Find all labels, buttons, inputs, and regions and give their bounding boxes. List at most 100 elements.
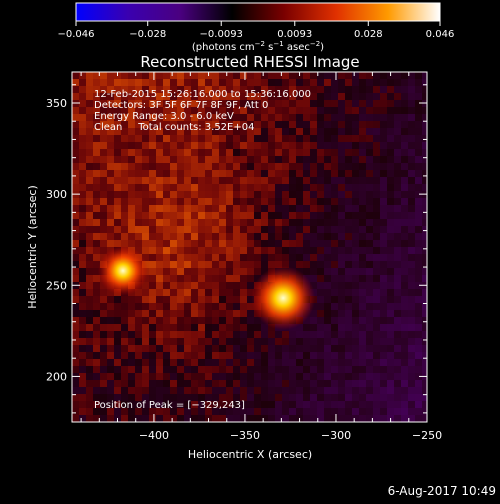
heatmap-pixel xyxy=(184,408,191,415)
heatmap-pixel xyxy=(310,170,317,177)
heatmap-pixel xyxy=(191,205,198,212)
heatmap-pixel xyxy=(149,93,156,100)
heatmap-pixel xyxy=(205,191,212,198)
heatmap-pixel xyxy=(394,296,401,303)
heatmap-pixel xyxy=(114,219,121,226)
heatmap-pixel xyxy=(387,296,394,303)
heatmap-pixel xyxy=(408,191,415,198)
heatmap-pixel xyxy=(79,268,86,275)
heatmap-pixel xyxy=(240,310,247,317)
heatmap-pixel xyxy=(121,387,128,394)
heatmap-pixel xyxy=(149,324,156,331)
heatmap-pixel xyxy=(331,317,338,324)
heatmap-pixel xyxy=(184,387,191,394)
heatmap-pixel xyxy=(408,261,415,268)
heatmap-pixel xyxy=(107,387,114,394)
heatmap-pixel xyxy=(156,135,163,142)
heatmap-pixel xyxy=(415,261,422,268)
heatmap-pixel xyxy=(233,212,240,219)
heatmap-pixel xyxy=(114,296,121,303)
heatmap-pixel xyxy=(387,219,394,226)
heatmap-pixel xyxy=(415,191,422,198)
heatmap-pixel xyxy=(310,275,317,282)
heatmap-pixel xyxy=(86,233,93,240)
heatmap-pixel xyxy=(163,345,170,352)
heatmap-pixel xyxy=(149,205,156,212)
heatmap-pixel xyxy=(366,268,373,275)
heatmap-pixel xyxy=(310,254,317,261)
heatmap-pixel xyxy=(107,408,114,415)
heatmap-pixel xyxy=(191,114,198,121)
heatmap-pixel xyxy=(233,247,240,254)
heatmap-pixel xyxy=(338,191,345,198)
heatmap-pixel xyxy=(240,170,247,177)
heatmap-pixel xyxy=(387,380,394,387)
heatmap-pixel xyxy=(163,149,170,156)
heatmap-pixel xyxy=(310,93,317,100)
heatmap-pixel xyxy=(345,261,352,268)
heatmap-pixel xyxy=(366,149,373,156)
heatmap-pixel xyxy=(163,310,170,317)
heatmap-pixel xyxy=(121,296,128,303)
heatmap-pixel xyxy=(338,303,345,310)
heatmap-pixel xyxy=(100,352,107,359)
heatmap-pixel xyxy=(135,170,142,177)
heatmap-pixel xyxy=(156,86,163,93)
heatmap-pixel xyxy=(345,303,352,310)
heatmap-pixel xyxy=(93,149,100,156)
heatmap-pixel xyxy=(345,359,352,366)
heatmap-pixel xyxy=(121,373,128,380)
heatmap-pixel xyxy=(345,408,352,415)
heatmap-pixel xyxy=(373,121,380,128)
heatmap-pixel xyxy=(219,191,226,198)
x-tick-label: −350 xyxy=(230,429,260,442)
heatmap-pixel xyxy=(100,86,107,93)
heatmap-pixel xyxy=(72,100,79,107)
heatmap-pixel xyxy=(296,226,303,233)
heatmap-pixel xyxy=(401,93,408,100)
heatmap-pixel xyxy=(184,79,191,86)
heatmap-pixel xyxy=(247,149,254,156)
heatmap-pixel xyxy=(156,240,163,247)
heatmap-pixel xyxy=(170,107,177,114)
heatmap-pixel xyxy=(191,128,198,135)
heatmap-pixel xyxy=(401,240,408,247)
heatmap-pixel xyxy=(352,86,359,93)
heatmap-pixel xyxy=(373,135,380,142)
heatmap-pixel xyxy=(254,324,261,331)
heatmap-pixel xyxy=(212,352,219,359)
heatmap-pixel xyxy=(205,310,212,317)
flare-source xyxy=(251,266,316,331)
heatmap-pixel xyxy=(422,184,427,191)
heatmap-pixel xyxy=(296,373,303,380)
heatmap-pixel xyxy=(310,373,317,380)
heatmap-pixel xyxy=(317,359,324,366)
heatmap-pixel xyxy=(415,373,422,380)
heatmap-pixel xyxy=(79,191,86,198)
heatmap-pixel xyxy=(191,86,198,93)
heatmap-pixel xyxy=(156,170,163,177)
heatmap-pixel xyxy=(121,331,128,338)
heatmap-pixel xyxy=(107,352,114,359)
heatmap-pixel xyxy=(184,121,191,128)
heatmap-pixel xyxy=(149,345,156,352)
heatmap-pixel xyxy=(282,86,289,93)
heatmap-pixel xyxy=(86,373,93,380)
heatmap-pixel xyxy=(135,373,142,380)
heatmap-pixel xyxy=(338,324,345,331)
heatmap-pixel xyxy=(205,93,212,100)
heatmap-pixel xyxy=(121,205,128,212)
heatmap-pixel xyxy=(387,79,394,86)
heatmap-pixel xyxy=(394,366,401,373)
heatmap-pixel xyxy=(128,100,135,107)
heatmap-pixel xyxy=(156,226,163,233)
heatmap-pixel xyxy=(380,107,387,114)
heatmap-pixel xyxy=(79,121,86,128)
heatmap-pixel xyxy=(219,142,226,149)
heatmap-pixel xyxy=(310,261,317,268)
heatmap-pixel xyxy=(289,114,296,121)
heatmap-pixel xyxy=(303,72,310,79)
heatmap-pixel xyxy=(149,142,156,149)
heatmap-pixel xyxy=(380,380,387,387)
heatmap-pixel xyxy=(233,331,240,338)
